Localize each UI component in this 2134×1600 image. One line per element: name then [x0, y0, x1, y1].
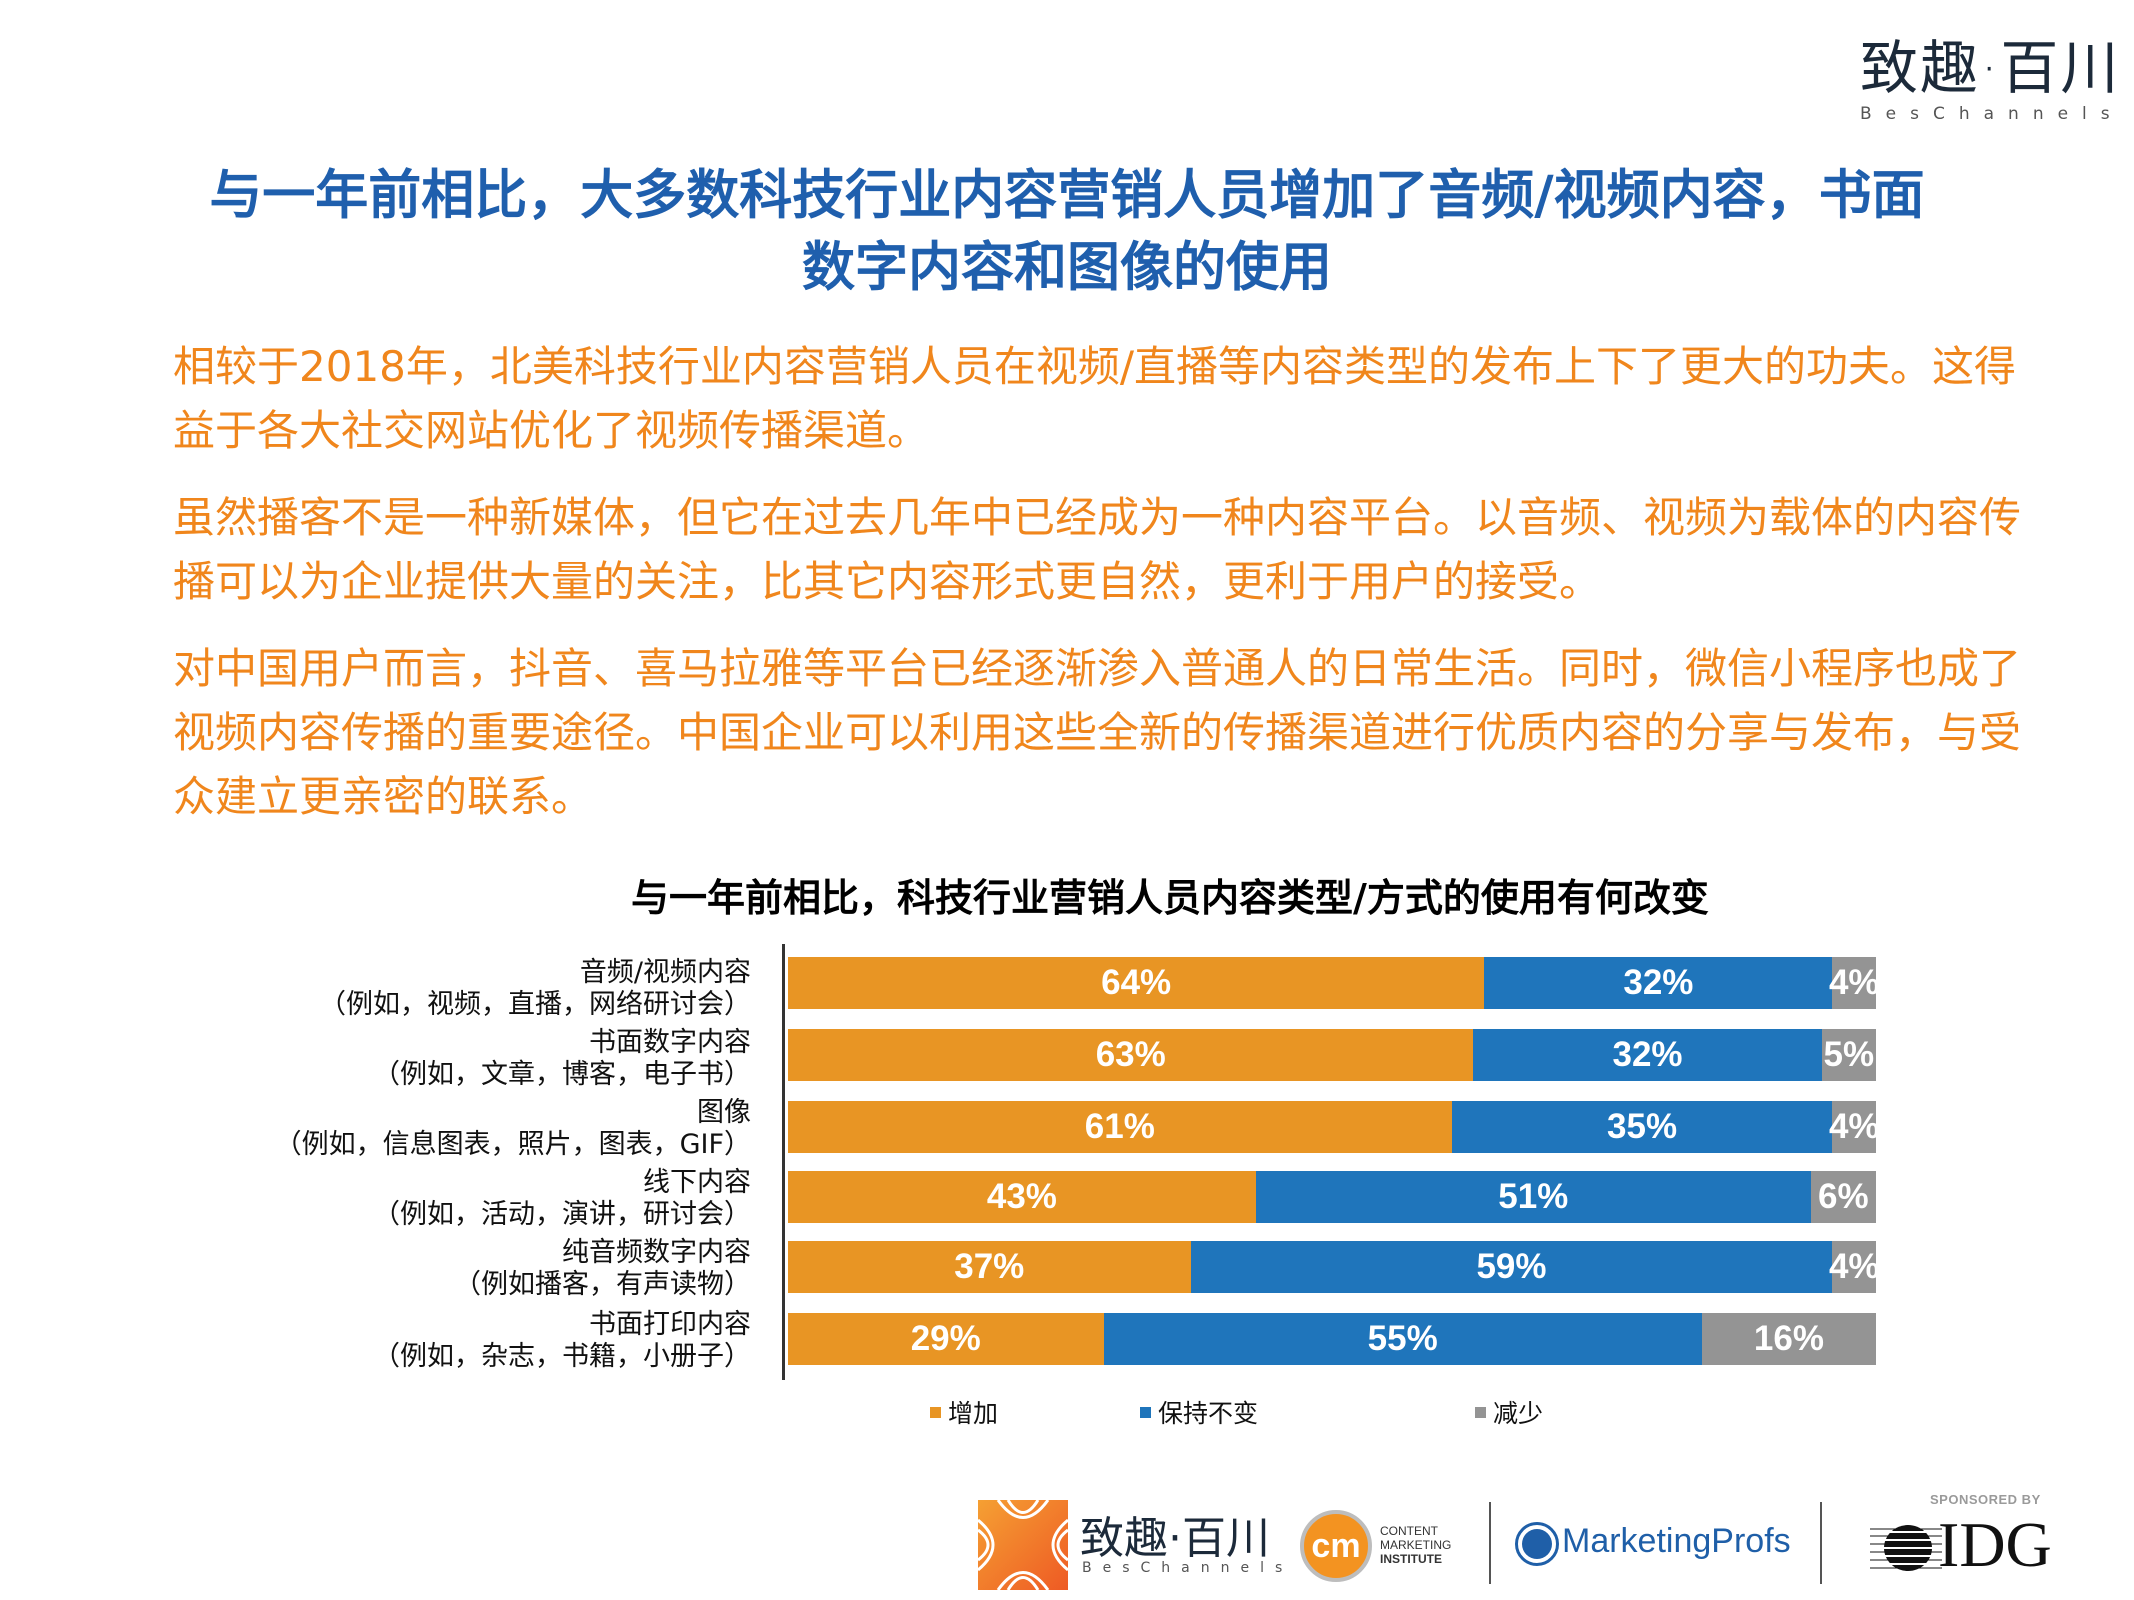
- category-label: 线下内容: [643, 1167, 751, 1198]
- category-example: （例如，信息图表，照片，图表，GIF）: [274, 1129, 751, 1160]
- marketingprofs-bird-icon: [1515, 1522, 1559, 1566]
- cmi-badge-text: cm: [1311, 1526, 1361, 1565]
- data-label: 64%: [1101, 963, 1172, 1002]
- bar-segment-unchanged: 35%: [1451, 1101, 1833, 1153]
- category-label: 纯音频数字内容: [562, 1237, 751, 1268]
- marketingprofs-wordmark: MarketingProfs: [1562, 1522, 1791, 1560]
- data-label: 16%: [1753, 1319, 1824, 1358]
- body-text: 相较于2018年，北美科技行业内容营销人员在视频/直播等内容类型的发布上下了更大…: [173, 335, 2033, 852]
- legend-item: 减少: [1475, 1394, 1543, 1430]
- cmi-line-1: CONTENT: [1380, 1524, 1438, 1538]
- paragraph: 对中国用户而言，抖音、喜马拉雅等平台已经逐渐渗入普通人的日常生活。同时，微信小程…: [173, 644, 2022, 821]
- cmi-wordmark: CONTENT MARKETING INSTITUTE: [1380, 1524, 1451, 1566]
- bar-segment-increase: 63%: [788, 1029, 1474, 1081]
- category-example: （例如，杂志，书籍，小册子）: [373, 1341, 751, 1372]
- data-label: 32%: [1623, 963, 1694, 1002]
- category-label: 书面打印内容: [589, 1309, 751, 1340]
- bar-segment-increase: 37%: [788, 1241, 1191, 1293]
- chart-axis-line: [782, 944, 785, 1380]
- paragraph: 相较于2018年，北美科技行业内容营销人员在视频/直播等内容类型的发布上下了更大…: [173, 342, 2017, 455]
- headline-line-2: 数字内容和图像的使用: [802, 237, 1332, 298]
- footer-divider: [1489, 1502, 1491, 1584]
- bar-segment-increase: 64%: [788, 957, 1485, 1009]
- bar-segment-unchanged: 55%: [1103, 1313, 1702, 1365]
- data-label: 32%: [1612, 1035, 1683, 1074]
- category-label: 图像: [697, 1097, 751, 1128]
- cmi-line-3: INSTITUTE: [1380, 1552, 1442, 1566]
- bar-segment-decrease: 5%: [1821, 1029, 1876, 1081]
- category-label: 书面数字内容: [589, 1027, 751, 1058]
- footer-logos: 致趣·百川 BesChannels cm CONTENT MARKETING I…: [970, 1490, 2134, 1600]
- category-example: （例如，文章，博客，电子书）: [373, 1059, 751, 1090]
- category-example: （例如，视频，直播，网络研讨会）: [319, 989, 751, 1020]
- legend-swatch: [930, 1406, 941, 1418]
- category-example: （例如，活动，演讲，研讨会）: [373, 1199, 751, 1230]
- legend-swatch: [1475, 1406, 1486, 1418]
- bar-segment-decrease: 16%: [1701, 1313, 1876, 1365]
- headline-line-1: 与一年前相比，大多数科技行业内容营销人员增加了音频/视频内容，书面: [209, 165, 1925, 226]
- chart-title: 与一年前相比，科技行业营销人员内容类型/方式的使用有何改变: [631, 876, 1709, 920]
- data-label: 29%: [910, 1319, 981, 1358]
- data-label: 61%: [1084, 1107, 1155, 1146]
- legend-item: 增加: [930, 1394, 998, 1430]
- bar-segment-increase: 29%: [788, 1313, 1104, 1365]
- legend-label: 增加: [948, 1399, 999, 1428]
- bar-segment-decrease: 4%: [1829, 1101, 1880, 1153]
- bar-segment-unchanged: 51%: [1255, 1171, 1811, 1223]
- footer-beschannels-en: BesChannels: [1082, 1560, 1294, 1576]
- bar-segment-increase: 43%: [788, 1171, 1256, 1223]
- bar-segment-unchanged: 32%: [1473, 1029, 1822, 1081]
- cmi-line-2: MARKETING: [1380, 1538, 1452, 1552]
- legend-swatch: [1140, 1406, 1151, 1418]
- footer-divider: [1820, 1502, 1822, 1584]
- logo-cn-text: 致趣·百川: [1860, 34, 2121, 102]
- data-label: 4%: [1828, 963, 1880, 1002]
- category-example: （例如播客，有声读物）: [454, 1269, 751, 1300]
- data-label: 43%: [986, 1177, 1057, 1216]
- data-label: 63%: [1095, 1035, 1166, 1074]
- data-label: 5%: [1823, 1035, 1875, 1074]
- paragraph: 虽然播客不是一种新媒体，但它在过去几年中已经成为一种内容平台。以音频、视频为载体…: [173, 493, 2022, 606]
- bar-segment-unchanged: 59%: [1190, 1241, 1833, 1293]
- data-label: 6%: [1818, 1177, 1869, 1216]
- data-label: 35%: [1607, 1107, 1678, 1146]
- legend-label: 减少: [1493, 1399, 1544, 1428]
- page-headline: 与一年前相比，大多数科技行业内容营销人员增加了音频/视频内容，书面 数字内容和图…: [150, 160, 1984, 304]
- data-label: 59%: [1476, 1247, 1547, 1286]
- idg-wordmark: IDG: [1938, 1509, 2052, 1580]
- sponsored-by-label: SPONSORED BY: [1930, 1492, 2041, 1507]
- bar-segment-decrease: 6%: [1810, 1171, 1876, 1223]
- data-label: 55%: [1367, 1319, 1438, 1358]
- legend-label: 保持不变: [1158, 1399, 1259, 1428]
- category-label: 音频/视频内容: [579, 957, 751, 988]
- bar-segment-unchanged: 32%: [1484, 957, 1833, 1009]
- bar-segment-decrease: 4%: [1829, 957, 1880, 1009]
- beschannels-mark-icon: [978, 1500, 1068, 1590]
- beschannels-logo: 致趣·百川 BesChannels: [1860, 36, 2120, 136]
- data-label: 4%: [1828, 1247, 1880, 1286]
- idg-globe-icon: [1870, 1524, 1942, 1572]
- legend-item: 保持不变: [1140, 1394, 1258, 1430]
- footer-beschannels-cn: 致趣·百川: [1080, 1513, 1270, 1564]
- data-label: 51%: [1498, 1177, 1569, 1216]
- logo-en-text: BesChannels: [1860, 104, 2124, 124]
- cmi-badge-icon: cm: [1300, 1510, 1372, 1582]
- data-label: 37%: [954, 1247, 1025, 1286]
- bar-segment-decrease: 4%: [1829, 1241, 1880, 1293]
- data-label: 4%: [1828, 1107, 1880, 1146]
- bar-segment-increase: 61%: [788, 1101, 1452, 1153]
